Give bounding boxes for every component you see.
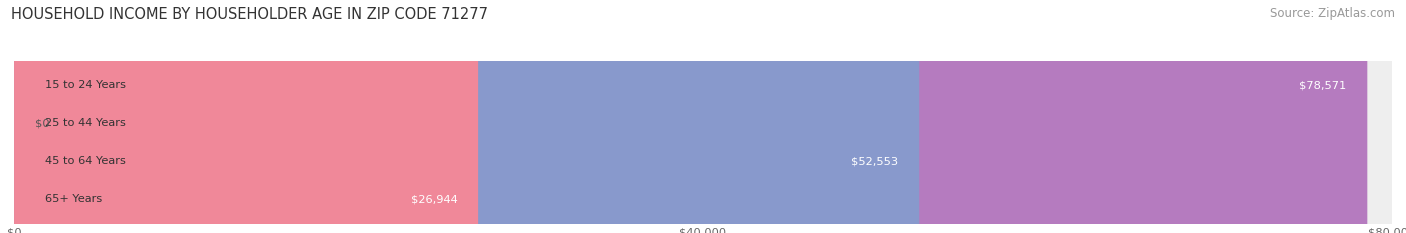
FancyBboxPatch shape — [14, 0, 1367, 233]
FancyBboxPatch shape — [14, 0, 1392, 233]
FancyBboxPatch shape — [14, 0, 1392, 233]
Text: $0: $0 — [35, 118, 49, 128]
Text: HOUSEHOLD INCOME BY HOUSEHOLDER AGE IN ZIP CODE 71277: HOUSEHOLD INCOME BY HOUSEHOLDER AGE IN Z… — [11, 7, 488, 22]
Text: $26,944: $26,944 — [411, 194, 457, 204]
Text: 45 to 64 Years: 45 to 64 Years — [45, 156, 127, 166]
FancyBboxPatch shape — [14, 0, 1392, 233]
Text: 15 to 24 Years: 15 to 24 Years — [45, 80, 127, 90]
Text: 25 to 44 Years: 25 to 44 Years — [45, 118, 127, 128]
Text: $78,571: $78,571 — [1299, 80, 1347, 90]
Text: Source: ZipAtlas.com: Source: ZipAtlas.com — [1270, 7, 1395, 20]
FancyBboxPatch shape — [14, 0, 478, 233]
Text: 65+ Years: 65+ Years — [45, 194, 103, 204]
Text: $52,553: $52,553 — [852, 156, 898, 166]
FancyBboxPatch shape — [14, 0, 1392, 233]
FancyBboxPatch shape — [14, 0, 920, 233]
